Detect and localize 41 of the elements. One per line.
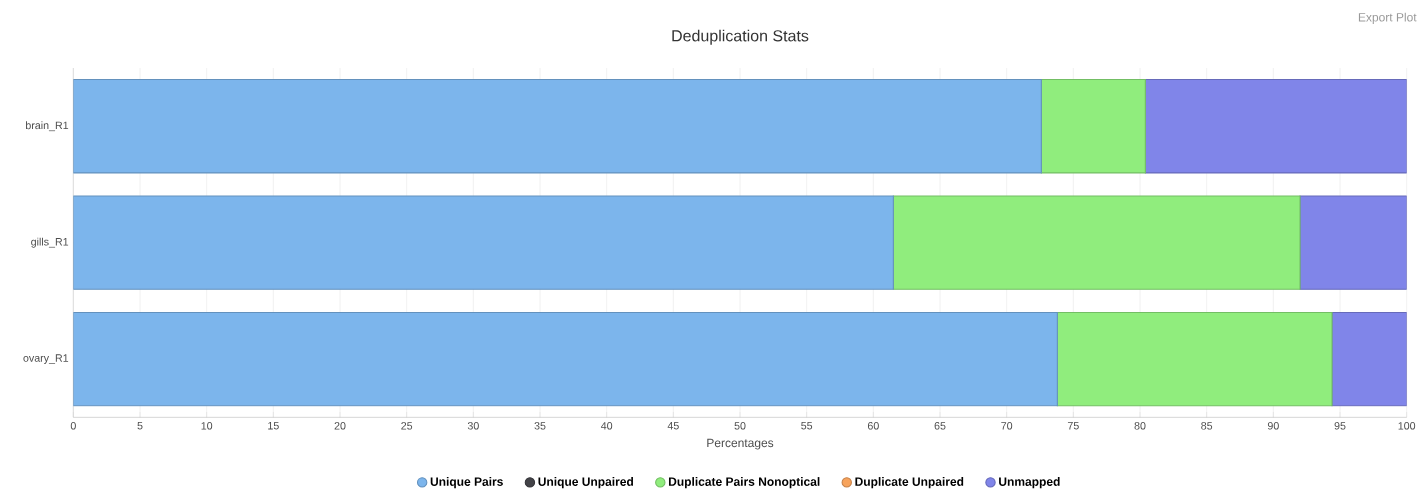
legend-label: Unmapped	[999, 477, 1060, 489]
bar	[892, 195, 1301, 291]
x-tick-label: 15	[268, 422, 279, 430]
bar	[73, 195, 894, 291]
bar	[1299, 195, 1407, 291]
bar	[73, 312, 1058, 407]
text: Export Plot	[1358, 12, 1417, 25]
x-tick-label: 70	[1001, 422, 1013, 430]
x-tick-label: 100	[1398, 422, 1416, 430]
x-tick-label: 95	[1334, 422, 1346, 430]
chart-title: Deduplication Stats	[672, 29, 809, 45]
x-tick-label: 60	[867, 422, 879, 430]
x-tick-label: 0	[70, 422, 76, 430]
x-axis-title: Percentages	[707, 438, 774, 450]
x-tick-label: 25	[401, 422, 413, 430]
x-tick-label: 10	[201, 422, 213, 430]
x-tick-label: 80	[1134, 422, 1146, 430]
x-tick-label: 30	[467, 422, 479, 430]
legend-label: Unique Unpaired	[538, 477, 633, 489]
bar	[1056, 312, 1333, 407]
x-tick-label: 5	[137, 422, 143, 430]
legend-label: Unique Pairs	[430, 477, 503, 489]
bar	[1144, 79, 1407, 174]
legend-label: Duplicate Pairs Nonoptical	[668, 477, 820, 489]
x-tick-label: 45	[667, 422, 679, 430]
x-tick-label: 90	[1267, 422, 1279, 430]
x-tick-label: 50	[734, 422, 746, 430]
y-tick-label: ovary_R1	[23, 354, 69, 365]
y-tick-label: brain_R1	[26, 121, 69, 132]
x-tick-label: 20	[334, 422, 346, 430]
legend-label: Duplicate Unpaired	[855, 477, 964, 489]
y-tick-label: gills_R1	[31, 237, 69, 248]
bar	[1331, 312, 1407, 407]
x-tick-label: 35	[534, 422, 546, 430]
bar	[73, 79, 1042, 174]
x-tick-label: 75	[1067, 422, 1079, 430]
x-tick-label: 40	[600, 422, 613, 430]
x-tick-label: 65	[934, 422, 946, 430]
x-tick-label: 55	[801, 422, 813, 430]
bar	[1040, 79, 1146, 174]
x-tick-label: 85	[1201, 422, 1213, 430]
